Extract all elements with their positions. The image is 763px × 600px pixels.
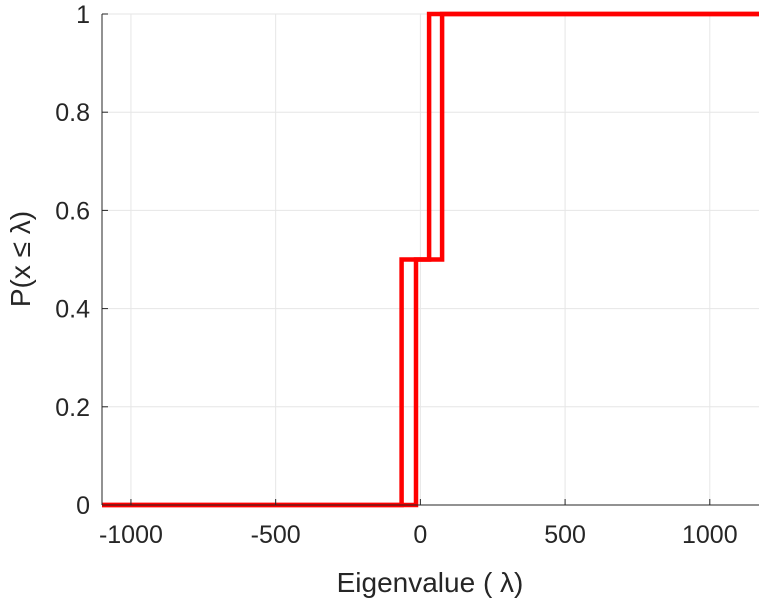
x-tick-label-3: 500 [544, 521, 586, 549]
x-tick-label-0: -1000 [99, 521, 163, 549]
x-tick-label-2: 0 [413, 521, 427, 549]
y-tick-label-5: 1 [76, 1, 90, 29]
x-tick-labels: -1000 -500 0 500 1000 [99, 521, 738, 549]
x-tick-label-4: 1000 [682, 521, 738, 549]
y-tick-label-4: 0.8 [55, 99, 90, 127]
y-tick-label-1: 0.2 [55, 394, 90, 422]
y-tick-label-3: 0.6 [55, 197, 90, 225]
axes [101, 13, 759, 506]
x-axis-label: Eigenvalue ( λ) [337, 567, 524, 598]
y-axis-label: P(x ≤ λ) [5, 211, 36, 307]
y-tick-label-2: 0.4 [55, 296, 90, 324]
series-group [102, 11, 759, 508]
y-tick-label-0: 0 [76, 492, 90, 520]
y-tick-labels: 0 0.2 0.4 0.6 0.8 1 [55, 1, 90, 520]
x-tick-label-1: -500 [251, 521, 301, 549]
